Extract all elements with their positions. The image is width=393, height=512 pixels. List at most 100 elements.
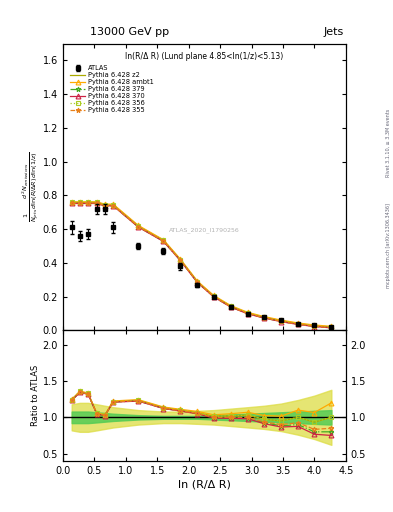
Text: Jets: Jets [323, 27, 344, 37]
Pythia 6.428 z2 [329, 324, 334, 330]
Line: Pythia 6.428 370: Pythia 6.428 370 [69, 201, 334, 330]
Pythia 6.428 356 [312, 323, 317, 329]
Pythia 6.428 355 [195, 279, 200, 285]
Pythia 6.428 370 [228, 304, 233, 310]
Pythia 6.428 379 [262, 315, 266, 321]
Pythia 6.428 355 [111, 202, 116, 208]
Pythia 6.428 z2 [136, 223, 141, 229]
Pythia 6.428 356 [103, 202, 107, 208]
Pythia 6.428 355 [211, 293, 216, 300]
Pythia 6.428 370 [77, 200, 82, 206]
Pythia 6.428 z2 [178, 257, 183, 263]
Pythia 6.428 ambt1 [94, 199, 99, 205]
Pythia 6.428 379 [136, 224, 141, 230]
Pythia 6.428 z2 [94, 199, 99, 205]
Pythia 6.428 z2 [279, 318, 283, 324]
Pythia 6.428 z2 [296, 321, 300, 327]
Pythia 6.428 356 [262, 314, 266, 321]
Pythia 6.428 356 [228, 303, 233, 309]
Line: Pythia 6.428 355: Pythia 6.428 355 [69, 201, 334, 330]
Text: mcplots.cern.ch [arXiv:1306.3436]: mcplots.cern.ch [arXiv:1306.3436] [386, 203, 391, 288]
Pythia 6.428 ambt1 [296, 320, 300, 326]
Pythia 6.428 356 [279, 318, 283, 324]
Pythia 6.428 370 [136, 224, 141, 230]
Pythia 6.428 z2 [228, 303, 233, 309]
Pythia 6.428 370 [94, 200, 99, 206]
Pythia 6.428 355 [329, 325, 334, 331]
Pythia 6.428 355 [86, 200, 90, 206]
Line: Pythia 6.428 ambt1: Pythia 6.428 ambt1 [69, 199, 334, 329]
Pythia 6.428 370 [279, 318, 283, 325]
Y-axis label: $\frac{1}{N_{jets}}\frac{d^2N_{emissions}}{d\ln(R/\Delta R)\,d\ln(1/z)}$: $\frac{1}{N_{jets}}\frac{d^2N_{emissions… [20, 152, 41, 222]
Pythia 6.428 355 [312, 323, 317, 329]
Pythia 6.428 379 [161, 238, 166, 244]
Pythia 6.428 356 [329, 324, 334, 330]
Pythia 6.428 370 [195, 280, 200, 286]
Pythia 6.428 ambt1 [69, 199, 74, 205]
Pythia 6.428 379 [312, 323, 317, 329]
Pythia 6.428 356 [211, 293, 216, 299]
Pythia 6.428 ambt1 [245, 309, 250, 315]
Pythia 6.428 356 [86, 199, 90, 205]
Pythia 6.428 ambt1 [77, 199, 82, 205]
Pythia 6.428 355 [262, 315, 266, 321]
Pythia 6.428 355 [94, 200, 99, 206]
Pythia 6.428 379 [296, 321, 300, 327]
Pythia 6.428 z2 [262, 314, 266, 321]
Pythia 6.428 379 [94, 200, 99, 206]
Pythia 6.428 356 [195, 279, 200, 285]
Pythia 6.428 355 [296, 321, 300, 327]
Pythia 6.428 355 [103, 202, 107, 208]
Text: ln(R/Δ R) (Lund plane 4.85<ln(1/z)<5.13): ln(R/Δ R) (Lund plane 4.85<ln(1/z)<5.13) [125, 52, 283, 61]
Pythia 6.428 379 [86, 200, 90, 206]
Legend: ATLAS, Pythia 6.428 z2, Pythia 6.428 ambt1, Pythia 6.428 379, Pythia 6.428 370, : ATLAS, Pythia 6.428 z2, Pythia 6.428 amb… [69, 64, 155, 115]
Pythia 6.428 356 [77, 199, 82, 205]
Pythia 6.428 ambt1 [211, 292, 216, 298]
Pythia 6.428 ambt1 [161, 237, 166, 243]
Pythia 6.428 356 [161, 238, 166, 244]
Pythia 6.428 379 [279, 318, 283, 325]
Pythia 6.428 370 [245, 311, 250, 317]
Pythia 6.428 355 [178, 258, 183, 264]
Pythia 6.428 379 [69, 200, 74, 206]
Pythia 6.428 ambt1 [279, 317, 283, 323]
Line: Pythia 6.428 356: Pythia 6.428 356 [69, 200, 334, 329]
Pythia 6.428 z2 [211, 293, 216, 299]
Pythia 6.428 ambt1 [312, 322, 317, 328]
Pythia 6.428 356 [94, 199, 99, 205]
Text: Rivet 3.1.10, ≥ 3.3M events: Rivet 3.1.10, ≥ 3.3M events [386, 109, 391, 178]
Pythia 6.428 356 [69, 199, 74, 205]
Pythia 6.428 ambt1 [329, 323, 334, 329]
Pythia 6.428 355 [77, 200, 82, 206]
Pythia 6.428 ambt1 [86, 199, 90, 205]
Pythia 6.428 370 [312, 324, 317, 330]
Pythia 6.428 ambt1 [262, 313, 266, 319]
Pythia 6.428 379 [211, 294, 216, 300]
Pythia 6.428 370 [86, 200, 90, 206]
Pythia 6.428 z2 [103, 202, 107, 208]
Pythia 6.428 356 [296, 321, 300, 327]
Pythia 6.428 370 [211, 294, 216, 300]
Pythia 6.428 ambt1 [178, 256, 183, 262]
Pythia 6.428 356 [245, 310, 250, 316]
Text: ATLAS_2020_I1790256: ATLAS_2020_I1790256 [169, 227, 240, 233]
Pythia 6.428 379 [77, 200, 82, 206]
Pythia 6.428 z2 [195, 279, 200, 285]
Pythia 6.428 370 [111, 203, 116, 209]
Pythia 6.428 370 [329, 325, 334, 331]
Pythia 6.428 356 [136, 223, 141, 229]
Pythia 6.428 379 [228, 304, 233, 310]
Pythia 6.428 370 [103, 203, 107, 209]
Pythia 6.428 z2 [312, 323, 317, 329]
Pythia 6.428 z2 [86, 199, 90, 205]
Line: Pythia 6.428 379: Pythia 6.428 379 [69, 201, 334, 330]
Pythia 6.428 z2 [77, 199, 82, 205]
Pythia 6.428 355 [69, 200, 74, 206]
Pythia 6.428 355 [279, 318, 283, 325]
Pythia 6.428 379 [111, 203, 116, 209]
Pythia 6.428 370 [161, 239, 166, 245]
Pythia 6.428 379 [178, 258, 183, 264]
Pythia 6.428 370 [69, 200, 74, 206]
Pythia 6.428 ambt1 [103, 201, 107, 207]
Pythia 6.428 z2 [245, 310, 250, 316]
